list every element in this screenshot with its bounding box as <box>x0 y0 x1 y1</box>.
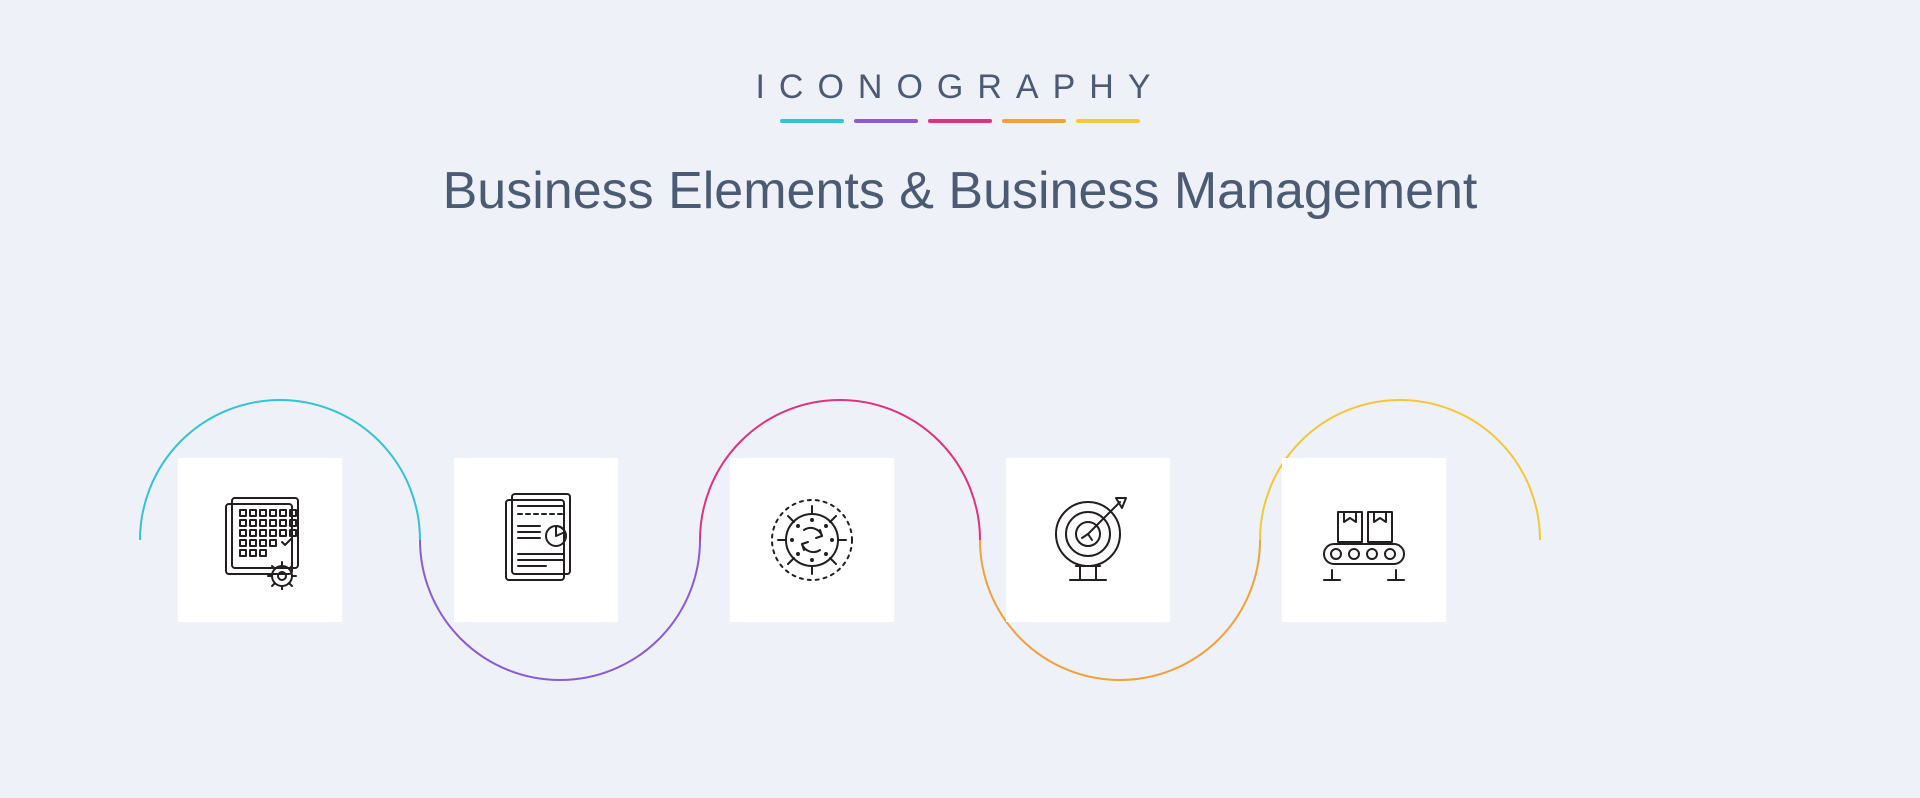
report-chart-icon <box>454 458 618 622</box>
underline-seg <box>854 119 918 123</box>
header: ICONOGRAPHY Business Elements & Business… <box>0 0 1920 221</box>
calendar-gear-icon <box>178 458 342 622</box>
gear-refresh-icon <box>730 458 894 622</box>
underline-seg <box>1002 119 1066 123</box>
underline-seg <box>780 119 844 123</box>
underline-seg <box>928 119 992 123</box>
underline-seg <box>1076 119 1140 123</box>
conveyor-boxes-icon <box>1282 458 1446 622</box>
brand-underline <box>0 119 1920 123</box>
page-title: Business Elements & Business Management <box>0 161 1920 221</box>
brand-label: ICONOGRAPHY <box>0 68 1920 107</box>
target-arrow-icon <box>1006 458 1170 622</box>
